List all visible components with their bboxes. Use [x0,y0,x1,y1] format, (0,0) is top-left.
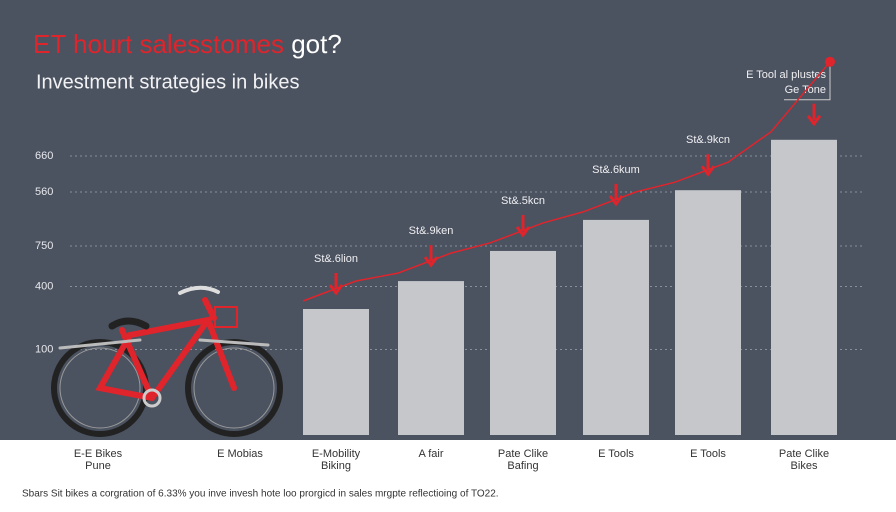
x-tick-label: A fair [418,448,443,460]
bar-label: E Tool al plustes [746,69,826,81]
bar-label: Ge Tone [785,84,826,96]
x-tick-label: Biking [321,460,351,472]
y-tick-label: 560 [35,186,53,198]
chart-title: ET hourt salesstomes got? [33,29,342,59]
y-tick-label: 100 [35,343,53,355]
trend-line [302,61,831,302]
bike-illustration [51,285,283,437]
chart-subtitle: Investment strategies in bikes [36,71,299,93]
bar-label: St&.9kcn [686,134,730,146]
bar [771,139,837,436]
title-highlight: ET hourt salesstomes [33,29,284,59]
footnote: Sbars Sit bikes a corgration of 6.33% yo… [22,489,499,500]
x-tick-label: E Tools [598,448,634,460]
x-tick-label: E-E Bikes [74,448,123,460]
bottom-panel [0,440,896,512]
bar [303,309,369,435]
x-tick-label: E Mobias [217,448,263,460]
x-tick-label: Pate Clike [779,448,829,460]
arrow [806,103,822,127]
x-tick-label: Pune [85,460,111,472]
title-rest: got? [291,29,342,59]
y-tick-label: 660 [35,150,53,162]
bar [583,219,649,435]
y-tick-label: 400 [35,280,53,292]
x-tick-label: E-Mobility [312,448,361,460]
y-tick-label: 750 [35,240,53,252]
x-tick-label: E Tools [690,448,726,460]
bar [490,250,556,435]
bar-label: St&.9ken [409,225,454,237]
x-tick-label: Bikes [791,460,818,472]
bar [675,190,741,435]
bar [398,281,464,435]
bar-label: St&.6lion [314,253,358,265]
bar-label: St&.6kum [592,164,640,176]
x-tick-label: Pate Clike [498,448,548,460]
x-tick-label: Bafing [507,460,538,472]
annotation-bracket [784,57,831,101]
bar-label: St&.5kcn [501,195,545,207]
